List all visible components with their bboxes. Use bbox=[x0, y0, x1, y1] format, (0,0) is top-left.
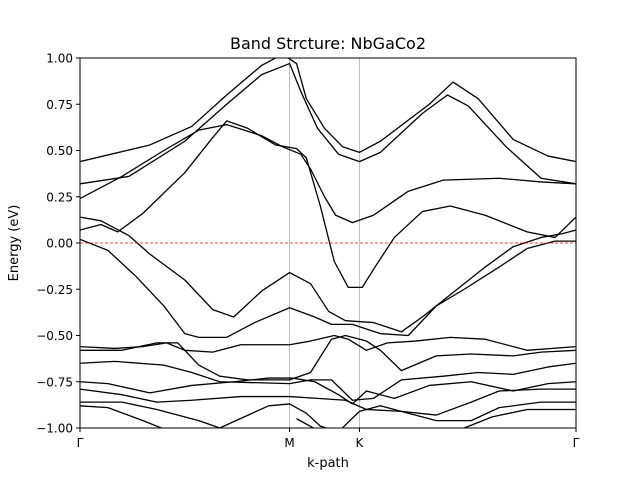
x-axis-label: k-path bbox=[307, 456, 349, 471]
x-tick-label: Γ bbox=[77, 436, 84, 450]
band-line bbox=[80, 62, 576, 185]
y-tick-label: −0.75 bbox=[36, 375, 73, 389]
x-tick-label: M bbox=[284, 436, 294, 450]
band-line bbox=[80, 58, 576, 163]
band-line bbox=[296, 418, 315, 428]
band-line bbox=[458, 408, 576, 428]
chart-title: Band Strcture: NbGaCo2 bbox=[230, 34, 426, 53]
x-tick-label: K bbox=[355, 436, 364, 450]
bands bbox=[80, 58, 576, 428]
kpoint-vlines bbox=[289, 58, 360, 428]
y-axis-label: Energy (eV) bbox=[7, 205, 22, 282]
y-tick-label: 0.50 bbox=[46, 144, 73, 158]
y-axis-ticks: −1.00 −0.75 −0.50 −0.25 0.00 0.25 0.50 0.75 1.00 bbox=[36, 52, 80, 436]
band-line bbox=[80, 360, 576, 401]
band-line bbox=[80, 388, 576, 416]
band-line bbox=[80, 334, 576, 381]
y-tick-label: 0.00 bbox=[46, 237, 73, 251]
y-tick-label: 0.75 bbox=[46, 98, 73, 112]
band-line bbox=[80, 238, 576, 338]
band-line bbox=[80, 405, 164, 428]
y-tick-label: −1.00 bbox=[36, 422, 73, 436]
band-line bbox=[80, 401, 576, 428]
band-line bbox=[80, 377, 576, 405]
y-tick-label: −0.50 bbox=[36, 329, 73, 343]
y-tick-label: −0.25 bbox=[36, 283, 73, 297]
y-tick-label: 1.00 bbox=[46, 52, 73, 66]
band-line bbox=[80, 120, 576, 289]
band-line bbox=[80, 216, 576, 333]
band-line bbox=[80, 123, 576, 224]
y-tick-label: 0.25 bbox=[46, 190, 73, 204]
x-tick-label: Γ bbox=[573, 436, 580, 450]
